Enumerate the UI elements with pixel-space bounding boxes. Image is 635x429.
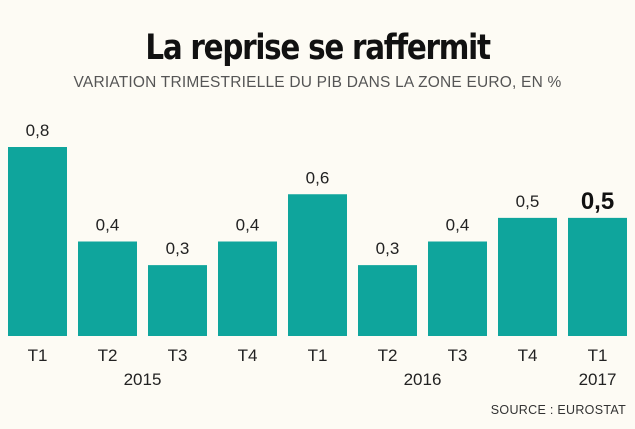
data-label: 0,4 <box>236 216 260 235</box>
data-label: 0,8 <box>26 121 50 140</box>
x-tick-label: T4 <box>238 346 258 365</box>
x-tick-label: T2 <box>98 346 118 365</box>
data-label: 0,3 <box>376 239 400 258</box>
x-tick-label: T2 <box>378 346 398 365</box>
x-tick-label: T4 <box>518 346 538 365</box>
data-label: 0,5 <box>516 192 540 211</box>
x-tick-label: T3 <box>168 346 188 365</box>
bar <box>8 147 67 336</box>
year-label: 2015 <box>124 370 162 389</box>
x-tick-label: T3 <box>448 346 468 365</box>
x-tick-label: T1 <box>308 346 328 365</box>
data-label: 0,5 <box>581 188 614 215</box>
chart-subtitle: VARIATION TRIMESTRIELLE DU PIB DANS LA Z… <box>73 74 562 91</box>
bar <box>218 241 277 336</box>
data-label: 0,6 <box>306 168 330 187</box>
bar <box>568 217 627 336</box>
bar <box>288 194 347 336</box>
bar <box>358 265 417 336</box>
bar <box>498 217 557 336</box>
data-label: 0,3 <box>166 239 190 258</box>
year-label: 2017 <box>579 370 617 389</box>
x-tick-label: T1 <box>28 346 48 365</box>
chart-title: La reprise se raffermit <box>145 28 491 68</box>
data-label: 0,4 <box>446 216 470 235</box>
data-label: 0,4 <box>96 216 120 235</box>
source-note: SOURCE : EUROSTAT <box>490 403 626 417</box>
bar <box>78 241 137 336</box>
year-label: 2016 <box>404 370 442 389</box>
bar <box>428 241 487 336</box>
x-tick-label: T1 <box>588 346 608 365</box>
bar <box>148 265 207 336</box>
